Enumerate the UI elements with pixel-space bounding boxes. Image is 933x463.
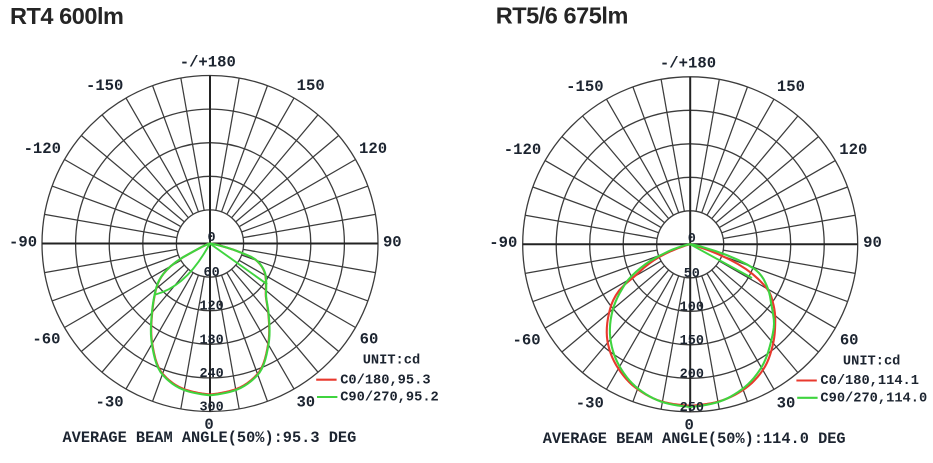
svg-text:30: 30 (296, 394, 315, 412)
svg-text:C90/270,114.0: C90/270,114.0 (820, 391, 927, 406)
svg-text:AVERAGE BEAM ANGLE(50%):95.3 D: AVERAGE BEAM ANGLE(50%):95.3 DEG (63, 429, 357, 447)
svg-text:-90: -90 (9, 233, 37, 251)
svg-text:-/+180: -/+180 (180, 54, 236, 72)
svg-text:-30: -30 (576, 394, 604, 412)
svg-text:0: 0 (688, 232, 696, 247)
svg-text:-60: -60 (32, 331, 60, 349)
svg-text:30: 30 (777, 394, 796, 412)
svg-text:0: 0 (204, 416, 213, 434)
svg-text:90: 90 (863, 234, 882, 252)
svg-text:60: 60 (203, 266, 219, 281)
svg-text:C0/180,95.3: C0/180,95.3 (340, 373, 430, 388)
svg-text:250: 250 (680, 401, 704, 416)
svg-text:-60: -60 (513, 331, 541, 349)
svg-text:-120: -120 (504, 141, 541, 159)
svg-text:120: 120 (359, 140, 387, 158)
svg-text:180: 180 (199, 333, 223, 348)
svg-text:150: 150 (777, 78, 805, 96)
svg-text:-30: -30 (96, 394, 124, 412)
svg-text:C90/270,95.2: C90/270,95.2 (340, 391, 439, 406)
svg-text:240: 240 (199, 367, 223, 382)
svg-text:-150: -150 (86, 77, 123, 95)
svg-text:120: 120 (839, 141, 867, 159)
svg-text:60: 60 (360, 331, 379, 349)
svg-text:100: 100 (680, 300, 704, 315)
svg-text:UNIT:cd: UNIT:cd (843, 354, 901, 369)
svg-text:RT4 600lm: RT4 600lm (10, 3, 124, 29)
svg-text:UNIT:cd: UNIT:cd (363, 354, 421, 369)
svg-text:90: 90 (383, 233, 402, 251)
svg-text:150: 150 (680, 334, 704, 349)
svg-text:150: 150 (297, 77, 325, 95)
svg-text:0: 0 (685, 417, 694, 435)
svg-text:-90: -90 (489, 234, 517, 252)
svg-text:RT5/6 675lm: RT5/6 675lm (496, 3, 628, 29)
svg-text:60: 60 (840, 331, 859, 349)
svg-text:200: 200 (680, 367, 704, 382)
svg-text:50: 50 (684, 267, 700, 282)
svg-text:-120: -120 (24, 140, 61, 158)
svg-text:300: 300 (199, 401, 223, 416)
svg-text:-150: -150 (566, 78, 603, 96)
svg-text:0: 0 (208, 231, 216, 246)
svg-text:AVERAGE BEAM ANGLE(50%):114.0: AVERAGE BEAM ANGLE(50%):114.0 DEG (543, 430, 846, 448)
svg-text:-/+180: -/+180 (660, 54, 716, 72)
svg-text:120: 120 (199, 300, 223, 315)
svg-text:C0/180,114.1: C0/180,114.1 (820, 374, 919, 389)
